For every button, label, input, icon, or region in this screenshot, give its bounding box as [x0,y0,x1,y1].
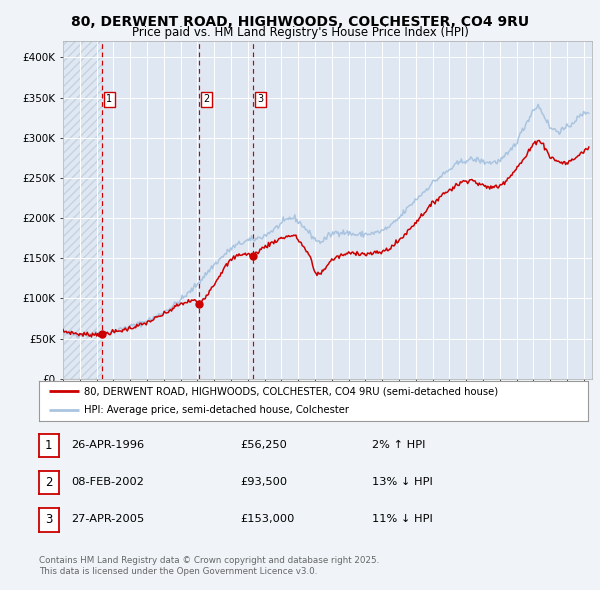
Text: 27-APR-2005: 27-APR-2005 [71,514,144,524]
Text: 11% ↓ HPI: 11% ↓ HPI [372,514,433,524]
Text: HPI: Average price, semi-detached house, Colchester: HPI: Average price, semi-detached house,… [84,405,349,415]
Text: 3: 3 [257,94,263,104]
Text: Price paid vs. HM Land Registry's House Price Index (HPI): Price paid vs. HM Land Registry's House … [131,26,469,39]
Text: 1: 1 [106,94,112,104]
Text: 2: 2 [203,94,209,104]
Text: 80, DERWENT ROAD, HIGHWOODS, COLCHESTER, CO4 9RU (semi-detached house): 80, DERWENT ROAD, HIGHWOODS, COLCHESTER,… [84,386,498,396]
Text: £153,000: £153,000 [240,514,295,524]
Text: 08-FEB-2002: 08-FEB-2002 [71,477,143,487]
Text: 1: 1 [45,439,53,452]
Text: 80, DERWENT ROAD, HIGHWOODS, COLCHESTER, CO4 9RU: 80, DERWENT ROAD, HIGHWOODS, COLCHESTER,… [71,15,529,30]
Text: 13% ↓ HPI: 13% ↓ HPI [372,477,433,487]
Text: £56,250: £56,250 [240,440,287,450]
Text: £93,500: £93,500 [240,477,287,487]
Text: 2: 2 [45,476,53,489]
Text: 3: 3 [45,513,53,526]
Text: 2% ↑ HPI: 2% ↑ HPI [372,440,425,450]
Text: Contains HM Land Registry data © Crown copyright and database right 2025.
This d: Contains HM Land Registry data © Crown c… [39,556,379,576]
Text: 26-APR-1996: 26-APR-1996 [71,440,144,450]
